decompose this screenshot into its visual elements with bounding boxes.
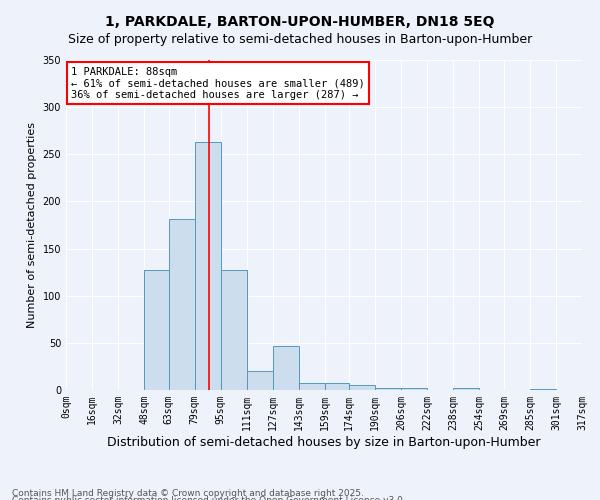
Text: Size of property relative to semi-detached houses in Barton-upon-Humber: Size of property relative to semi-detach… <box>68 32 532 46</box>
Bar <box>144 270 169 390</box>
Bar <box>169 220 194 390</box>
Bar <box>194 142 221 390</box>
Bar <box>247 371 273 390</box>
Text: 1, PARKDALE, BARTON-UPON-HUMBER, DN18 5EQ: 1, PARKDALE, BARTON-UPON-HUMBER, DN18 5E… <box>105 15 495 29</box>
Bar <box>349 386 375 390</box>
Bar <box>299 384 325 390</box>
Bar <box>221 270 247 390</box>
Bar <box>325 384 349 390</box>
Bar <box>454 388 479 390</box>
Bar <box>375 388 401 390</box>
Y-axis label: Number of semi-detached properties: Number of semi-detached properties <box>27 122 37 328</box>
X-axis label: Distribution of semi-detached houses by size in Barton-upon-Humber: Distribution of semi-detached houses by … <box>107 436 541 448</box>
Text: 1 PARKDALE: 88sqm
← 61% of semi-detached houses are smaller (489)
36% of semi-de: 1 PARKDALE: 88sqm ← 61% of semi-detached… <box>71 66 365 100</box>
Text: Contains public sector information licensed under the Open Government Licence v3: Contains public sector information licen… <box>12 496 406 500</box>
Bar <box>530 389 556 390</box>
Text: Contains HM Land Registry data © Crown copyright and database right 2025.: Contains HM Land Registry data © Crown c… <box>12 488 364 498</box>
Bar <box>273 346 299 390</box>
Bar <box>401 388 427 390</box>
